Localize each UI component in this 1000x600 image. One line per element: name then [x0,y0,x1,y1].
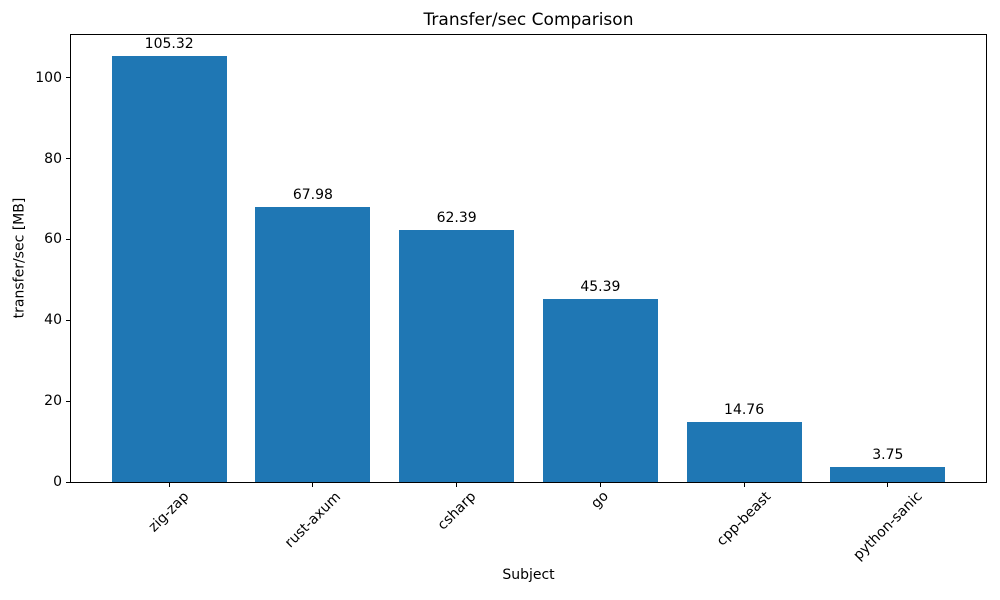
x-tick-mark [168,483,170,487]
x-tick-label: cpp-beast [713,488,775,549]
x-tick-mark [456,483,458,487]
plot-area [70,34,987,483]
y-tick-label: 80 [44,150,62,167]
x-tick-label: rust-axum [281,488,344,551]
x-tick-label: go [588,488,613,513]
y-tick-label: 40 [44,312,62,329]
x-tick-mark [887,483,889,487]
y-tick-label: 60 [44,231,62,248]
y-tick-label: 20 [44,393,62,410]
y-tick-label: 0 [53,474,62,490]
x-axis-label: Subject [502,567,555,583]
x-tick-label: zig-zap [145,488,193,536]
x-tick-mark [312,483,314,487]
y-tick-label: 100 [35,69,62,86]
x-tick-label: python-sanic [850,488,926,564]
chart-title: Transfer/sec Comparison [423,10,634,30]
y-axis-label: transfer/sec [MB] [11,197,28,319]
x-tick-mark [743,483,745,487]
x-tick-mark [599,483,601,487]
x-tick-label: csharp [434,488,479,534]
